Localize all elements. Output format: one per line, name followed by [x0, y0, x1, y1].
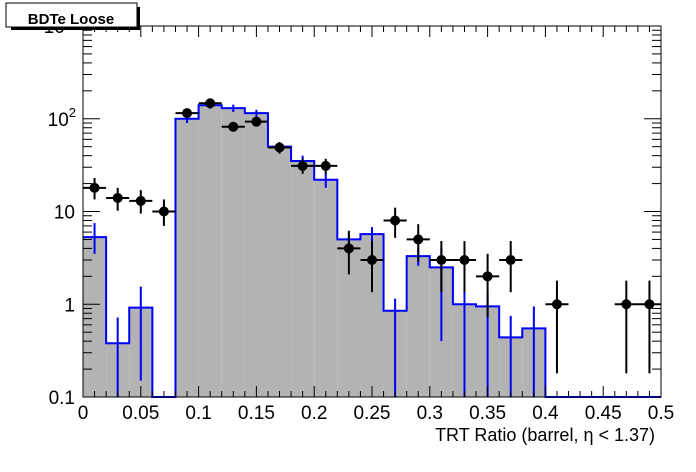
y-tick-label: 10 — [54, 203, 75, 224]
x-tick-label: 0.25 — [354, 403, 391, 424]
mc-bin-fill — [314, 179, 338, 397]
x-tick-label: 0.3 — [417, 403, 443, 424]
data-point — [135, 195, 146, 206]
y-tick-label: 102 — [48, 105, 76, 131]
x-tick-label: 0 — [78, 403, 89, 424]
x-tick-label: 0.35 — [469, 403, 506, 424]
data-point — [182, 108, 193, 119]
data-point — [274, 142, 285, 153]
data-point — [459, 254, 470, 265]
x-axis-title: TRT Ratio (barrel, η < 1.37) — [435, 425, 655, 445]
mc-bin-fill — [198, 105, 222, 397]
data-points — [83, 98, 661, 374]
mc-bin-fill — [267, 146, 292, 397]
mc-bin-fill — [175, 118, 199, 397]
data-point — [297, 160, 308, 171]
data-point — [158, 206, 169, 217]
data-point — [551, 299, 562, 310]
data-point — [482, 271, 493, 282]
x-tick-label: 0.2 — [301, 403, 327, 424]
mc-bin-fill — [83, 237, 107, 397]
data-point — [320, 160, 331, 171]
mc-bin-fill — [221, 108, 245, 397]
data-point — [621, 299, 632, 310]
data-point — [251, 116, 262, 127]
x-tick-label: 0.4 — [532, 403, 559, 424]
data-point — [436, 254, 447, 265]
mc-bin-fill — [337, 239, 361, 397]
chart-title: BDTe Loose — [28, 11, 114, 28]
data-point — [112, 192, 123, 203]
data-point — [505, 254, 516, 265]
x-tick-label: 0.1 — [185, 403, 211, 424]
data-point — [390, 215, 401, 226]
y-tick-label: 0.1 — [49, 388, 75, 409]
x-tick-label: 0.05 — [122, 403, 159, 424]
data-point — [413, 234, 424, 245]
mc-histogram — [83, 101, 661, 398]
mc-bin-fill — [291, 161, 315, 397]
x-tick-label: 0.15 — [238, 403, 275, 424]
data-point — [205, 98, 216, 109]
data-point — [343, 243, 354, 254]
mc-bin-fill — [244, 113, 268, 398]
x-tick-label: 0.5 — [648, 403, 674, 424]
title-box: BDTe Loose — [5, 2, 140, 30]
mc-bin-fill — [406, 256, 430, 397]
data-point — [228, 121, 239, 132]
data-point — [89, 182, 100, 193]
y-tick-label: 1 — [64, 295, 75, 316]
x-tick-label: 0.45 — [585, 403, 622, 424]
data-point — [367, 254, 377, 265]
mc-bin-fill — [360, 234, 384, 397]
